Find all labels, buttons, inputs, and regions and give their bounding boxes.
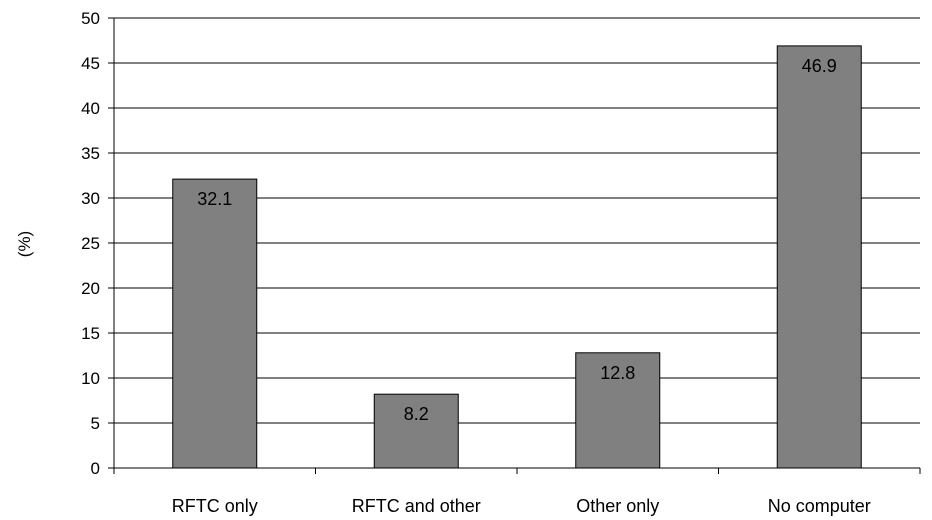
y-tick-label: 50 <box>81 9 100 28</box>
axes <box>108 17 921 474</box>
y-tick-label: 30 <box>81 189 100 208</box>
x-category-label: No computer <box>768 496 871 516</box>
bars <box>172 45 862 469</box>
y-tick-label: 20 <box>81 279 100 298</box>
bar-no-computer <box>776 45 862 469</box>
data-label: 12.8 <box>600 363 635 383</box>
x-category-label: RFTC and other <box>352 496 481 516</box>
x-category-label: RFTC only <box>172 496 258 516</box>
data-label: 46.9 <box>802 56 837 76</box>
y-axis-label: (%) <box>15 231 34 257</box>
x-category-label: Other only <box>576 496 659 516</box>
bar-rftc-only <box>172 178 258 469</box>
y-tick-label: 45 <box>81 54 100 73</box>
data-labels: 32.1 8.2 12.8 46.9 <box>197 56 837 424</box>
y-tick-label: 25 <box>81 234 100 253</box>
x-category-labels: RFTC only RFTC and other Other only No comp… <box>172 496 871 516</box>
y-tick-label: 35 <box>81 144 100 163</box>
y-tick-label: 5 <box>91 414 100 433</box>
data-label: 32.1 <box>197 189 232 209</box>
y-tick-label: 15 <box>81 324 100 343</box>
y-tick-label: 0 <box>91 459 100 478</box>
data-label: 8.2 <box>404 404 429 424</box>
y-tick-label: 10 <box>81 369 100 388</box>
bar-other-only <box>575 352 661 469</box>
y-tick-labels: 0 5 10 15 20 25 30 35 40 45 50 <box>81 9 100 478</box>
y-tick-label: 40 <box>81 99 100 118</box>
bar-rftc-and-other <box>373 393 459 469</box>
